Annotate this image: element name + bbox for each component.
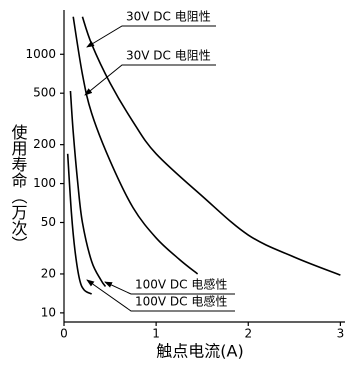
line-series (66, 153, 93, 295)
y-tick-label: 50 (41, 215, 56, 229)
line-series (69, 90, 107, 287)
y-tick-label: 1000 (25, 47, 56, 61)
series-label: 100V DC 电感性 (135, 277, 227, 292)
y-tick-label: 500 (33, 86, 56, 100)
leader-line (86, 279, 235, 312)
series-label: 100V DC 电感性 (135, 294, 227, 309)
x-tick-label: 1 (152, 327, 160, 341)
x-tick-label: 0 (60, 327, 68, 341)
x-axis-label: 触点电流(A) (156, 342, 243, 361)
x-tick-label: 2 (244, 327, 252, 341)
line-series (72, 16, 199, 275)
y-tick-label: 10 (41, 305, 56, 319)
line-series (81, 16, 341, 276)
y-tick-label: 100 (33, 176, 56, 190)
leader-line (84, 64, 216, 96)
leader-line (104, 281, 235, 295)
x-tick-label: 3 (337, 327, 345, 341)
y-tick-label: 20 (41, 266, 56, 280)
y-axis-label: 使用寿命（万次） (9, 124, 28, 252)
y-tick-label: 200 (33, 137, 56, 151)
series-label: 30V DC 电阻性 (126, 49, 211, 63)
leader-line (86, 25, 216, 48)
series-label: 30V DC 电阻性 (126, 10, 211, 24)
